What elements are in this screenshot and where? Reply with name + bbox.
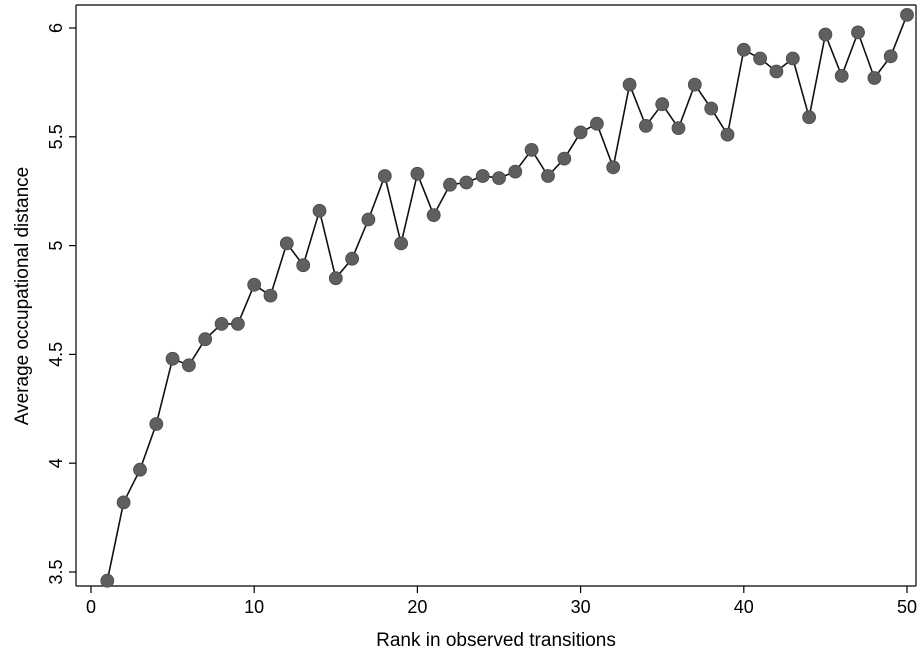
data-point	[867, 71, 882, 85]
data-point	[590, 116, 604, 131]
data-point	[247, 277, 262, 292]
data-point	[785, 51, 800, 66]
data-point	[541, 169, 555, 183]
data-point	[704, 101, 719, 116]
data-point	[328, 271, 343, 286]
data-point	[296, 258, 311, 273]
x-tick-label: 50	[897, 597, 917, 617]
y-axis-ticks: 3.5 4 4.5 5 5.5 6	[46, 23, 76, 585]
data-point	[361, 212, 376, 227]
data-point	[312, 203, 327, 218]
data-point	[851, 25, 865, 40]
y-axis-title: Average occupational distance	[12, 167, 33, 425]
data-points	[100, 7, 914, 588]
data-point	[475, 169, 490, 183]
data-point	[639, 119, 653, 133]
y-tick-label: 5.5	[46, 124, 66, 149]
data-point	[818, 27, 833, 42]
data-point	[230, 316, 245, 331]
data-point	[443, 177, 457, 192]
y-tick-label: 5	[46, 241, 66, 251]
data-point	[720, 127, 735, 142]
y-tick-label: 3.5	[46, 559, 66, 584]
data-point	[492, 171, 506, 186]
data-point	[834, 69, 849, 83]
x-tick-label: 10	[244, 597, 264, 617]
data-point	[769, 64, 784, 79]
plot-frame	[75, 4, 917, 587]
data-point	[753, 51, 767, 66]
data-point	[394, 236, 409, 251]
data-point	[883, 49, 898, 64]
data-point	[345, 251, 360, 266]
data-point	[573, 125, 588, 140]
data-point	[606, 160, 621, 175]
data-point	[377, 169, 392, 183]
data-point	[802, 110, 816, 125]
data-point	[165, 351, 180, 366]
data-point	[198, 332, 213, 347]
data-point	[508, 164, 523, 179]
data-point	[426, 208, 441, 223]
x-axis-title: Rank in observed transitions	[376, 630, 616, 651]
x-tick-label: 0	[86, 597, 96, 617]
data-point	[116, 495, 131, 510]
data-point	[279, 236, 294, 251]
data-point	[687, 77, 702, 92]
data-point	[524, 142, 539, 157]
series-line	[106, 14, 908, 581]
data-point	[655, 97, 670, 112]
y-tick-label: 4.5	[46, 342, 66, 367]
data-point	[557, 151, 572, 166]
data-point	[671, 121, 686, 136]
data-point	[622, 77, 637, 92]
data-point	[900, 7, 914, 22]
y-tick-label: 4	[46, 458, 66, 468]
data-point	[100, 573, 115, 588]
data-point	[736, 42, 751, 57]
data-point	[181, 358, 196, 373]
data-point	[214, 316, 229, 331]
data-point	[133, 462, 147, 477]
data-point	[410, 166, 425, 181]
data-point	[459, 175, 474, 190]
data-point	[149, 417, 164, 431]
x-tick-label: 20	[407, 597, 427, 617]
y-tick-label: 6	[46, 23, 66, 33]
data-point	[263, 288, 278, 303]
x-axis-ticks: 0 10 20 30 40 50	[86, 586, 917, 617]
x-tick-label: 40	[734, 597, 754, 617]
x-tick-label: 30	[571, 597, 591, 617]
